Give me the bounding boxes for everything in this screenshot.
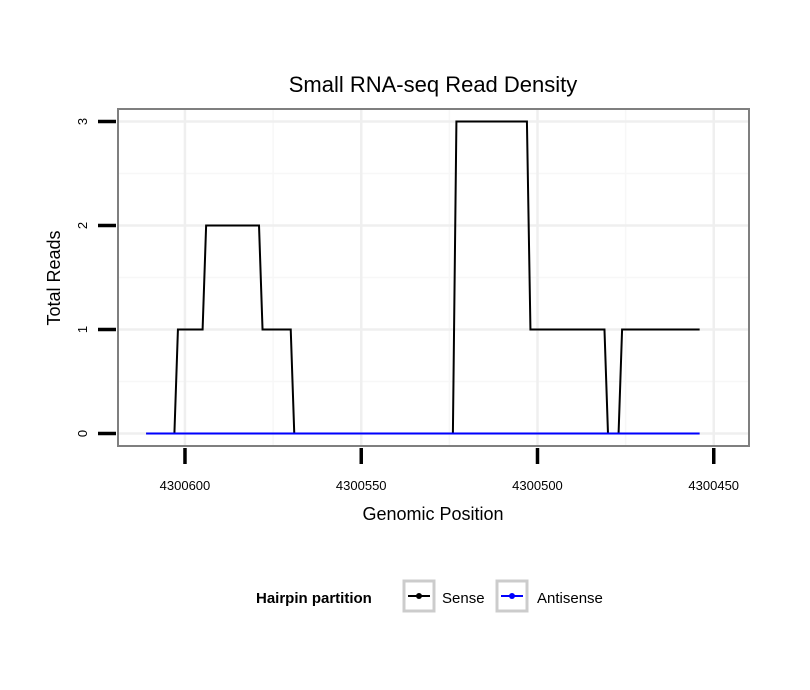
legend-item-sense: Sense: [402, 579, 485, 613]
series-layer: [146, 120, 700, 435]
x-axis-title: Genomic Position: [362, 504, 503, 524]
y-tick-label: 0: [75, 430, 90, 437]
chart-title: Small RNA-seq Read Density: [289, 72, 578, 97]
x-tick-label: 4300500: [512, 478, 563, 493]
x-tick-label: 4300600: [160, 478, 211, 493]
legend-dot-antisense: [509, 593, 515, 599]
legend-title: Hairpin partition: [256, 590, 372, 607]
y-tick-label: 1: [75, 326, 90, 333]
y-tick-label: 3: [75, 118, 90, 125]
grid: [118, 109, 749, 446]
legend-label-sense: Sense: [442, 590, 485, 607]
legend-label-antisense: Antisense: [537, 590, 603, 607]
plot-panel: [117, 108, 750, 447]
legend-item-antisense: Antisense: [495, 579, 603, 613]
legend-dot-sense: [416, 593, 422, 599]
legend: Hairpin partition Sense Antisense: [256, 579, 603, 613]
y-axis-title: Total Reads: [44, 230, 64, 325]
x-axis: 4300600 4300550 4300500 4300450: [160, 448, 739, 493]
y-axis: 0 1 2 3: [75, 118, 116, 437]
x-tick-label: 4300450: [688, 478, 739, 493]
y-tick-label: 2: [75, 222, 90, 229]
x-tick-label: 4300550: [336, 478, 387, 493]
